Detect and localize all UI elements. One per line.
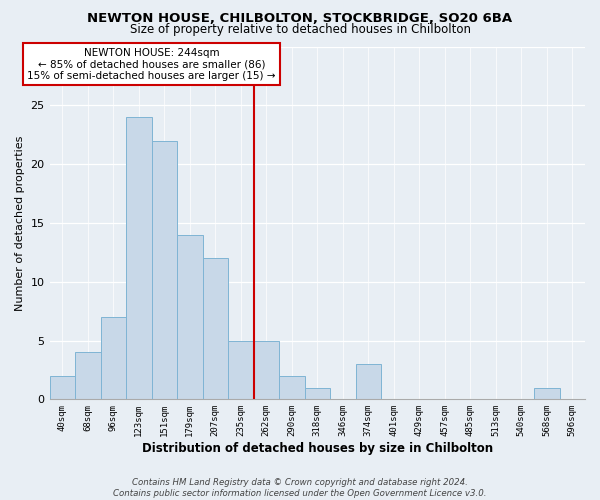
Bar [75, 352, 101, 400]
Y-axis label: Number of detached properties: Number of detached properties [15, 135, 25, 310]
Bar [305, 388, 330, 400]
Bar [177, 234, 203, 400]
Bar [254, 340, 279, 400]
Bar [203, 258, 228, 400]
Bar [152, 140, 177, 400]
Bar [534, 388, 560, 400]
Bar [101, 317, 126, 400]
Text: Contains HM Land Registry data © Crown copyright and database right 2024.
Contai: Contains HM Land Registry data © Crown c… [113, 478, 487, 498]
Bar [126, 117, 152, 400]
Text: NEWTON HOUSE: 244sqm
← 85% of detached houses are smaller (86)
15% of semi-detac: NEWTON HOUSE: 244sqm ← 85% of detached h… [27, 48, 276, 80]
Bar [50, 376, 75, 400]
Bar [356, 364, 381, 400]
X-axis label: Distribution of detached houses by size in Chilbolton: Distribution of detached houses by size … [142, 442, 493, 455]
Text: Size of property relative to detached houses in Chilbolton: Size of property relative to detached ho… [130, 22, 470, 36]
Text: NEWTON HOUSE, CHILBOLTON, STOCKBRIDGE, SO20 6BA: NEWTON HOUSE, CHILBOLTON, STOCKBRIDGE, S… [88, 12, 512, 26]
Bar [228, 340, 254, 400]
Bar [279, 376, 305, 400]
